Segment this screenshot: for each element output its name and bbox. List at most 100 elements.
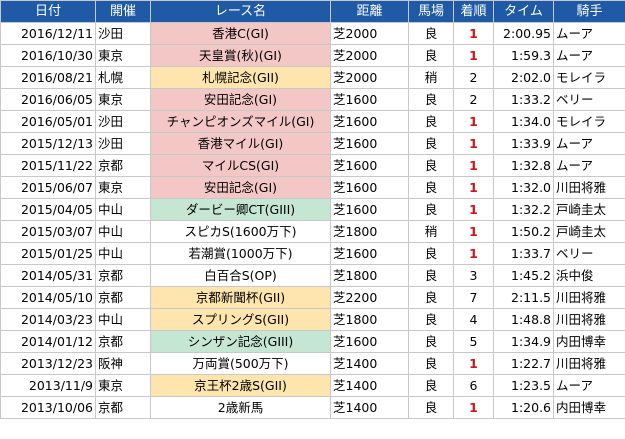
track-condition-cell: 良 bbox=[408, 264, 454, 287]
race-name-cell: 安田記念(GI) bbox=[150, 176, 331, 199]
time-cell: 1:32.2 bbox=[493, 198, 554, 221]
table-row: 2014/03/23 中山 スプリングS(GII) 芝1800 良 4 1:48.8 川田将雅 bbox=[0, 308, 625, 331]
jockey-cell: 内田博幸 bbox=[553, 330, 625, 353]
table-row: 2013/10/06 京都 2歳新馬 芝1400 良 1 1:20.6 内田博幸 bbox=[0, 396, 625, 419]
track-condition-cell: 良 bbox=[408, 22, 454, 45]
track-condition-cell: 良 bbox=[408, 176, 454, 199]
jockey-cell: 浜中俊 bbox=[553, 264, 625, 287]
venue-cell: 中山 bbox=[95, 198, 151, 221]
race-name-cell: スピカS(1600万下) bbox=[150, 220, 331, 243]
track-condition-cell: 良 bbox=[408, 44, 454, 67]
date-cell: 2016/10/30 bbox=[0, 44, 96, 67]
date-cell: 2015/12/13 bbox=[0, 132, 96, 155]
finish-position-cell: 1 bbox=[453, 198, 494, 221]
jockey-cell: 川田将雅 bbox=[553, 286, 625, 309]
time-cell: 1:50.2 bbox=[493, 220, 554, 243]
jockey-cell: 川田将雅 bbox=[553, 176, 625, 199]
header-distance: 距離 bbox=[330, 0, 409, 23]
date-cell: 2016/05/01 bbox=[0, 110, 96, 133]
track-condition-cell: 稍 bbox=[408, 66, 454, 89]
table-row: 2013/11/9 東京 京王杯2歳S(GII) 芝1400 良 6 1:23.5 ムーア bbox=[0, 374, 625, 397]
table-row: 2016/10/30 東京 天皇賞(秋)(GI) 芝2000 良 1 1:59.3 ムーア bbox=[0, 44, 625, 67]
track-condition-cell: 良 bbox=[408, 132, 454, 155]
jockey-cell: 戸崎圭太 bbox=[553, 220, 625, 243]
venue-cell: 沙田 bbox=[95, 110, 151, 133]
date-cell: 2015/03/07 bbox=[0, 220, 96, 243]
time-cell: 1:48.8 bbox=[493, 308, 554, 331]
finish-position-cell: 1 bbox=[453, 132, 494, 155]
time-cell: 2:11.5 bbox=[493, 286, 554, 309]
date-cell: 2014/01/12 bbox=[0, 330, 96, 353]
distance-cell: 芝1600 bbox=[330, 242, 409, 265]
race-name-cell: 京王杯2歳S(GII) bbox=[150, 374, 331, 397]
results-body: 2016/12/11 沙田 香港C(GI) 芝2000 良 1 2:00.95 ムーア 2016… bbox=[0, 22, 625, 419]
date-cell: 2015/11/22 bbox=[0, 154, 96, 177]
finish-position-cell: 3 bbox=[453, 264, 494, 287]
date-cell: 2016/08/21 bbox=[0, 66, 96, 89]
track-condition-cell: 良 bbox=[408, 396, 454, 419]
time-cell: 1:33.7 bbox=[493, 242, 554, 265]
jockey-cell: ベリー bbox=[553, 242, 625, 265]
distance-cell: 芝1800 bbox=[330, 264, 409, 287]
finish-position-cell: 1 bbox=[453, 176, 494, 199]
distance-cell: 芝2000 bbox=[330, 22, 409, 45]
header-race: レース名 bbox=[150, 0, 331, 23]
time-cell: 1:59.3 bbox=[493, 44, 554, 67]
table-row: 2016/05/01 沙田 チャンピオンズマイル(GI) 芝1600 良 1 1:34.0 モ… bbox=[0, 110, 625, 133]
jockey-cell: ムーア bbox=[553, 22, 625, 45]
race-name-cell: 安田記念(GI) bbox=[150, 88, 331, 111]
date-cell: 2016/12/11 bbox=[0, 22, 96, 45]
time-cell: 1:45.2 bbox=[493, 264, 554, 287]
track-condition-cell: 良 bbox=[408, 352, 454, 375]
race-name-cell: スプリングS(GII) bbox=[150, 308, 331, 331]
header-time: タイム bbox=[493, 0, 554, 23]
track-condition-cell: 良 bbox=[408, 242, 454, 265]
jockey-cell: モレイラ bbox=[553, 110, 625, 133]
jockey-cell: 内田博幸 bbox=[553, 396, 625, 419]
finish-position-cell: 1 bbox=[453, 110, 494, 133]
distance-cell: 芝1400 bbox=[330, 374, 409, 397]
jockey-cell: ムーア bbox=[553, 132, 625, 155]
table-row: 2014/01/12 京都 シンザン記念(GIII) 芝1600 良 5 1:34.9 内田博… bbox=[0, 330, 625, 353]
track-condition-cell: 稍 bbox=[408, 220, 454, 243]
distance-cell: 芝1600 bbox=[330, 154, 409, 177]
race-results-table: 日付 開催 レース名 距離 馬場 着順 タイム 騎手 2016/12/11 沙田香… bbox=[0, 0, 625, 419]
venue-cell: 沙田 bbox=[95, 132, 151, 155]
date-cell: 2013/11/9 bbox=[0, 374, 96, 397]
header-place: 着順 bbox=[453, 0, 494, 23]
venue-cell: 京都 bbox=[95, 330, 151, 353]
finish-position-cell: 2 bbox=[453, 88, 494, 111]
race-name-cell: マイルCS(GI) bbox=[150, 154, 331, 177]
distance-cell: 芝2000 bbox=[330, 66, 409, 89]
table-row: 2014/05/10 京都 京都新聞杯(GII) 芝2200 良 7 2:11.5 川田将雅 bbox=[0, 286, 625, 309]
race-name-cell: 2歳新馬 bbox=[150, 396, 331, 419]
venue-cell: 京都 bbox=[95, 264, 151, 287]
race-name-cell: 香港マイル(GI) bbox=[150, 132, 331, 155]
venue-cell: 中山 bbox=[95, 242, 151, 265]
date-cell: 2013/10/06 bbox=[0, 396, 96, 419]
finish-position-cell: 1 bbox=[453, 352, 494, 375]
table-row: 2015/01/25 中山 若潮賞(1000万下) 芝1600 良 1 1:33.7 ベリー bbox=[0, 242, 625, 265]
time-cell: 1:34.0 bbox=[493, 110, 554, 133]
venue-cell: 阪神 bbox=[95, 352, 151, 375]
track-condition-cell: 良 bbox=[408, 88, 454, 111]
table-row: 2015/04/05 中山 ダービー卿CT(GIII) 芝1600 良 1 1:32.2 戸崎… bbox=[0, 198, 625, 221]
distance-cell: 芝1600 bbox=[330, 132, 409, 155]
venue-cell: 中山 bbox=[95, 308, 151, 331]
date-cell: 2014/05/31 bbox=[0, 264, 96, 287]
track-condition-cell: 良 bbox=[408, 286, 454, 309]
finish-position-cell: 7 bbox=[453, 286, 494, 309]
track-condition-cell: 良 bbox=[408, 110, 454, 133]
finish-position-cell: 1 bbox=[453, 242, 494, 265]
time-cell: 2:02.0 bbox=[493, 66, 554, 89]
distance-cell: 芝1600 bbox=[330, 330, 409, 353]
venue-cell: 札幌 bbox=[95, 66, 151, 89]
table-row: 2016/12/11 沙田 香港C(GI) 芝2000 良 1 2:00.95 ムーア bbox=[0, 22, 625, 45]
distance-cell: 芝1800 bbox=[330, 220, 409, 243]
distance-cell: 芝1600 bbox=[330, 198, 409, 221]
venue-cell: 東京 bbox=[95, 374, 151, 397]
venue-cell: 東京 bbox=[95, 88, 151, 111]
table-row: 2015/06/07 東京 安田記念(GI) 芝1600 良 1 1:32.0 川田将雅 bbox=[0, 176, 625, 199]
track-condition-cell: 良 bbox=[408, 330, 454, 353]
track-condition-cell: 良 bbox=[408, 308, 454, 331]
